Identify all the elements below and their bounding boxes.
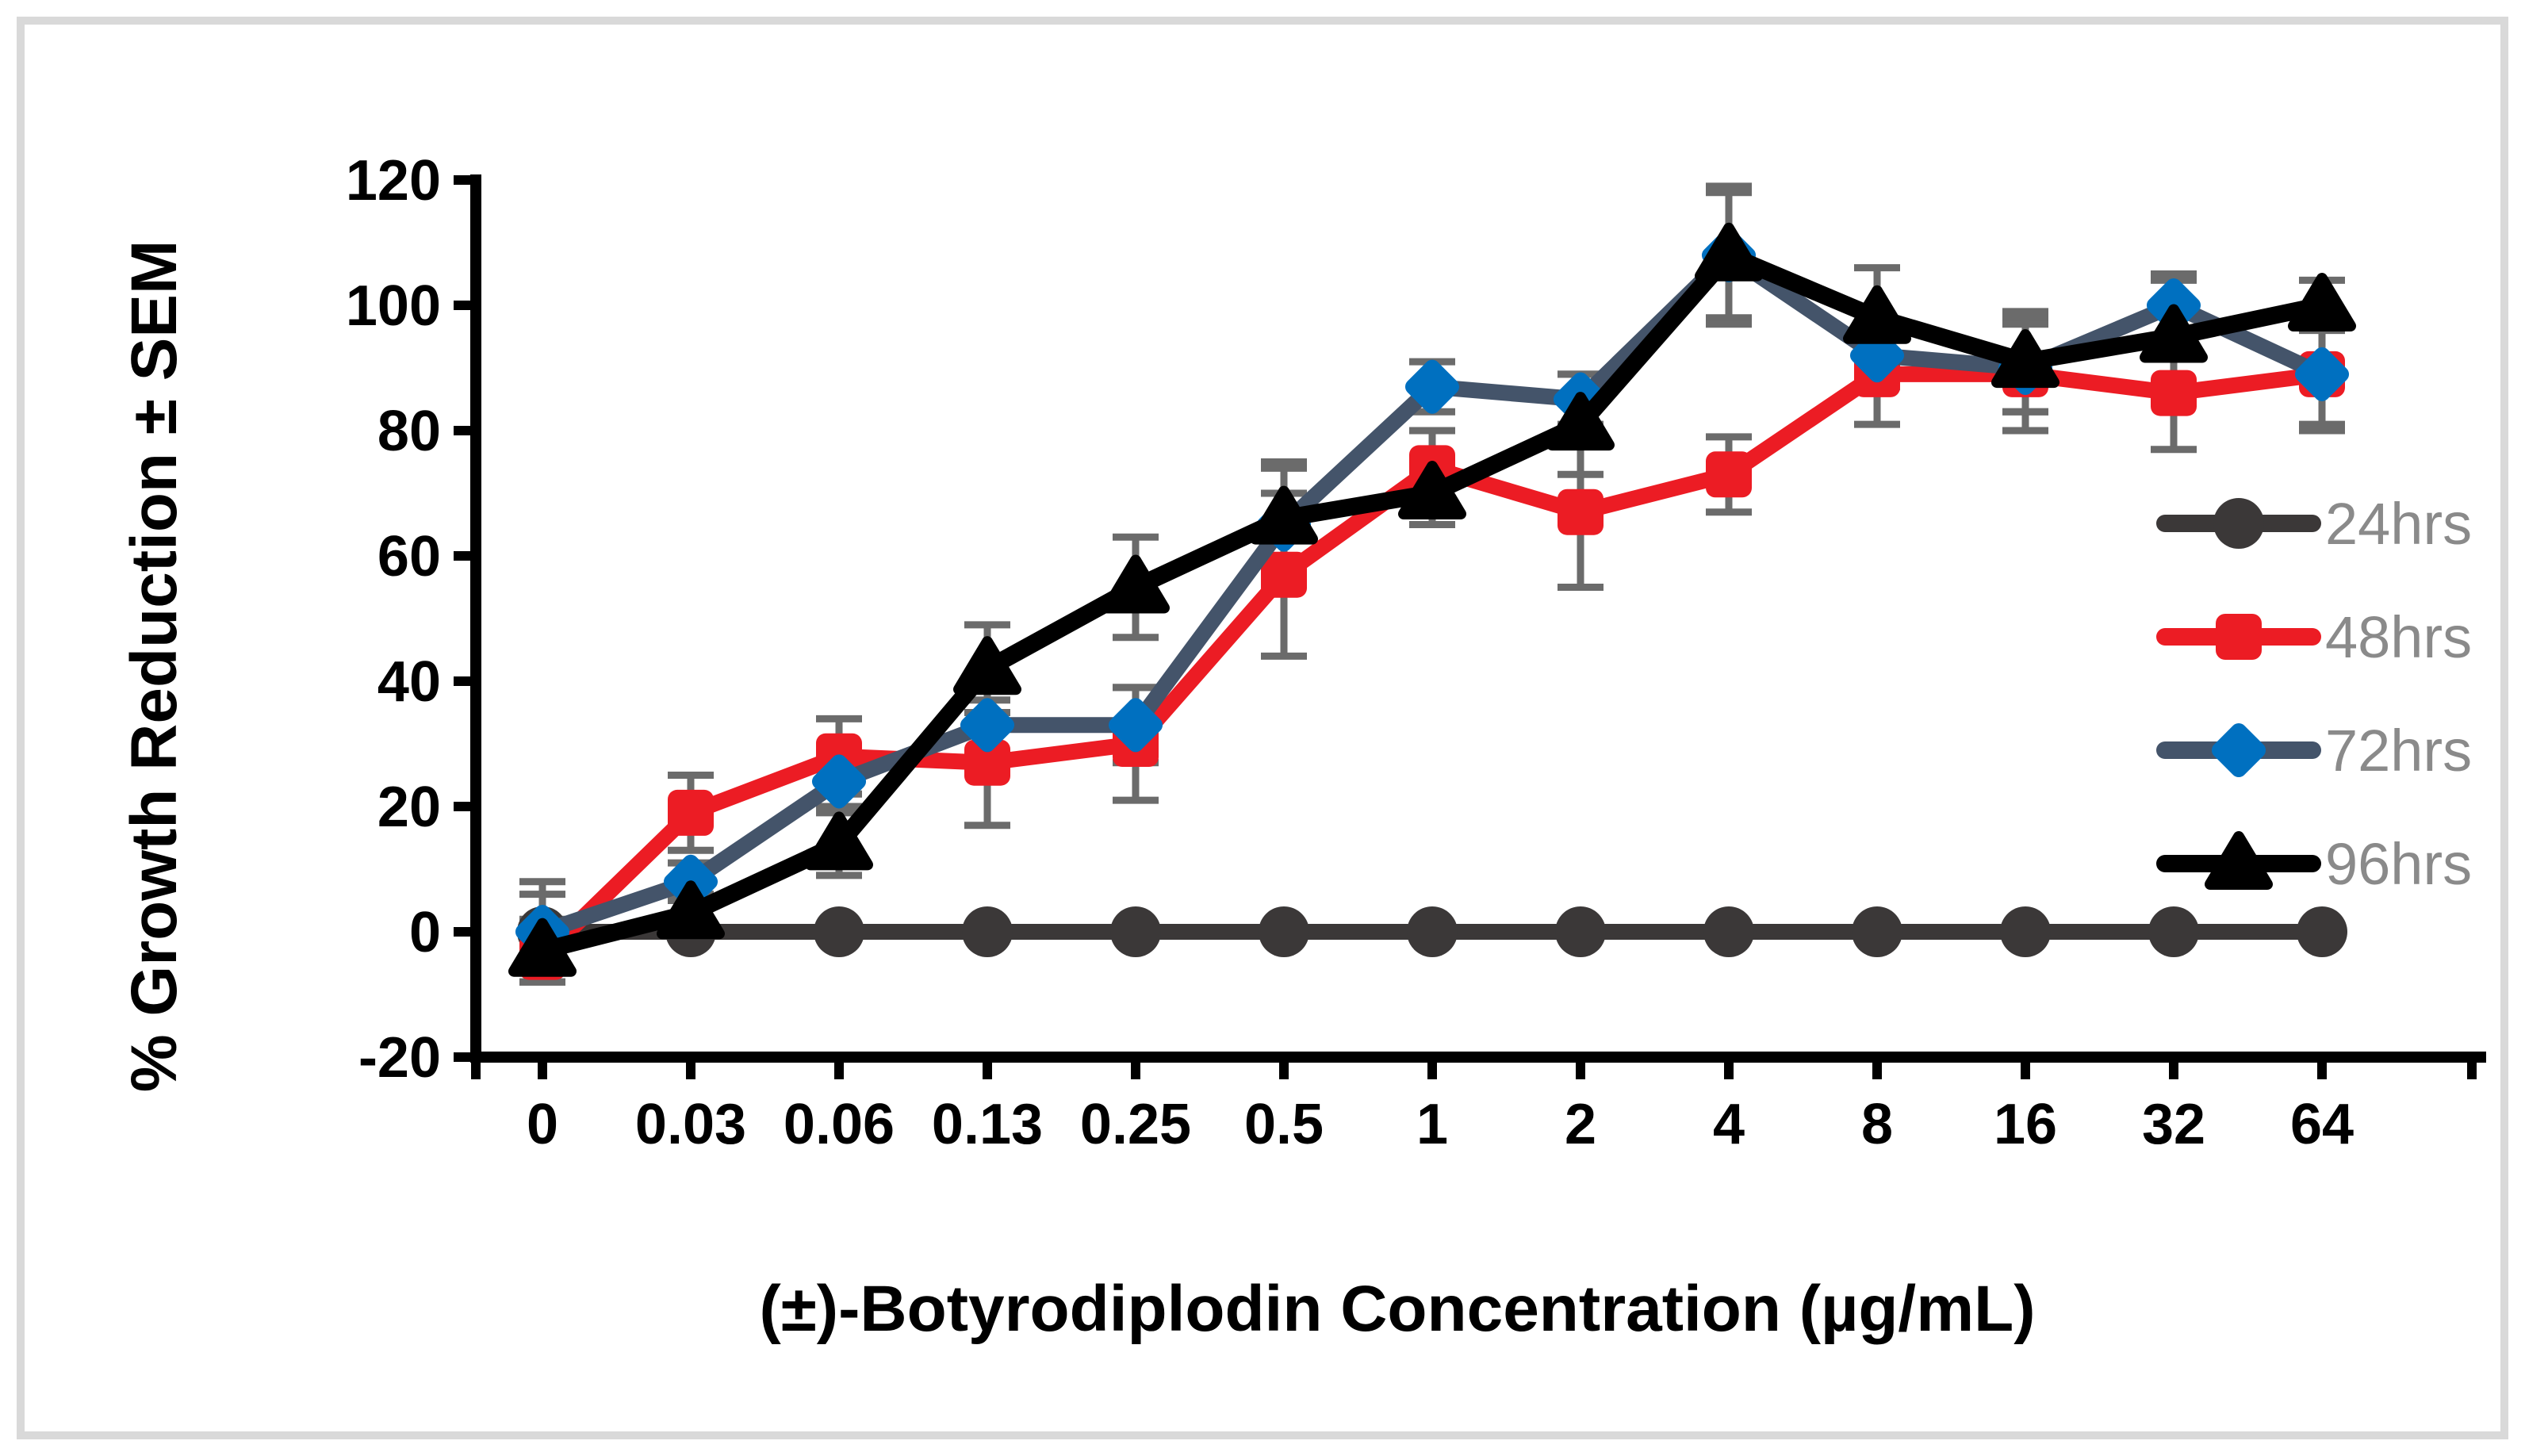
marker-24hrs: [814, 906, 864, 957]
marker-48hrs: [1261, 551, 1307, 598]
x-tick-label: 0: [527, 1093, 558, 1156]
plot-area: 120 100 80 60 40 20 0 -20 0 0.03 0.06 0.13 0.25 0.5 1 2…: [346, 149, 2486, 1156]
x-tick-label: 16: [1994, 1093, 2057, 1156]
legend-label-96hrs: 96hrs: [2325, 831, 2472, 897]
marker-96hrs: [1102, 554, 1170, 614]
y-tick-label: 80: [377, 400, 441, 463]
marker-24hrs: [962, 906, 1013, 957]
marker-24hrs: [1852, 906, 1902, 957]
figure-border: [17, 17, 2508, 1439]
marker-96hrs: [2288, 273, 2356, 331]
y-tick-label: -20: [358, 1026, 441, 1090]
marker-96hrs: [1695, 222, 1763, 282]
legend-marker-72hrs: [2211, 722, 2266, 778]
marker-48hrs: [668, 789, 714, 836]
marker-72hrs: [960, 698, 1015, 753]
x-tick-label: 8: [1861, 1093, 1893, 1156]
marker-96hrs: [1991, 329, 2059, 389]
legend-label-48hrs: 48hrs: [2325, 604, 2472, 670]
x-tick-label: 0.03: [635, 1093, 746, 1156]
x-tick-label: 0.13: [932, 1093, 1043, 1156]
x-tick-label: 2: [1565, 1093, 1596, 1156]
marker-96hrs: [953, 636, 1021, 695]
x-axis-title: (±)-Botyrodiplodin Concentration (µg/mL): [759, 1273, 2035, 1345]
marker-24hrs: [1407, 906, 1458, 957]
y-axis-title: % Growth Reduction ± SEM: [118, 240, 190, 1093]
marker-48hrs: [1706, 451, 1752, 498]
marker-96hrs: [657, 880, 725, 940]
x-tick-label: 0.5: [1244, 1093, 1324, 1156]
marker-48hrs: [2151, 370, 2197, 416]
y-tick-label: 100: [346, 274, 441, 338]
marker-24hrs: [1259, 906, 1309, 957]
marker-24hrs: [1703, 906, 1754, 957]
marker-72hrs: [1108, 698, 1163, 753]
marker-24hrs: [2297, 906, 2347, 957]
marker-96hrs: [2140, 304, 2208, 363]
marker-24hrs: [1110, 906, 1161, 957]
y-tick-label: 0: [409, 901, 441, 964]
y-tick-label: 60: [377, 525, 441, 588]
y-tick-label: 20: [377, 776, 441, 839]
marker-48hrs: [1558, 489, 1604, 535]
y-tick-label: 40: [377, 650, 441, 714]
marker-96hrs: [1250, 485, 1318, 545]
y-tick-label: 120: [346, 149, 441, 213]
x-tick-label: 64: [2290, 1093, 2354, 1156]
x-tick-label: 4: [1713, 1093, 1745, 1156]
legend-marker-96hrs: [2205, 831, 2273, 890]
x-tick-label: 0.25: [1080, 1093, 1191, 1156]
marker-24hrs: [2000, 906, 2051, 957]
marker-96hrs: [1843, 285, 1911, 344]
legend-marker-24hrs: [2213, 498, 2264, 549]
x-tick-label: 32: [2142, 1093, 2205, 1156]
marker-72hrs: [1404, 359, 1460, 414]
marker-72hrs: [811, 754, 867, 809]
marker-96hrs: [1546, 392, 1615, 451]
legend-label-24hrs: 24hrs: [2325, 491, 2472, 557]
legend-marker-48hrs: [2216, 614, 2262, 660]
marker-24hrs: [2148, 906, 2199, 957]
marker-96hrs: [805, 811, 873, 871]
x-tick-label: 0.06: [784, 1093, 895, 1156]
marker-96hrs: [508, 918, 577, 977]
legend-label-72hrs: 72hrs: [2325, 718, 2472, 784]
marker-72hrs: [2294, 347, 2350, 401]
marker-48hrs: [964, 739, 1010, 786]
marker-24hrs: [1555, 906, 1606, 957]
x-tick-label: 1: [1416, 1093, 1448, 1156]
marker-96hrs: [1398, 461, 1466, 519]
